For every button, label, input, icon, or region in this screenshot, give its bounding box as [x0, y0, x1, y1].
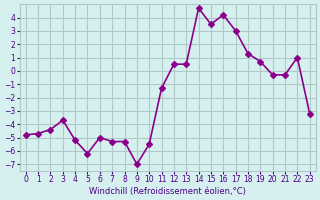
X-axis label: Windchill (Refroidissement éolien,°C): Windchill (Refroidissement éolien,°C)	[89, 187, 246, 196]
